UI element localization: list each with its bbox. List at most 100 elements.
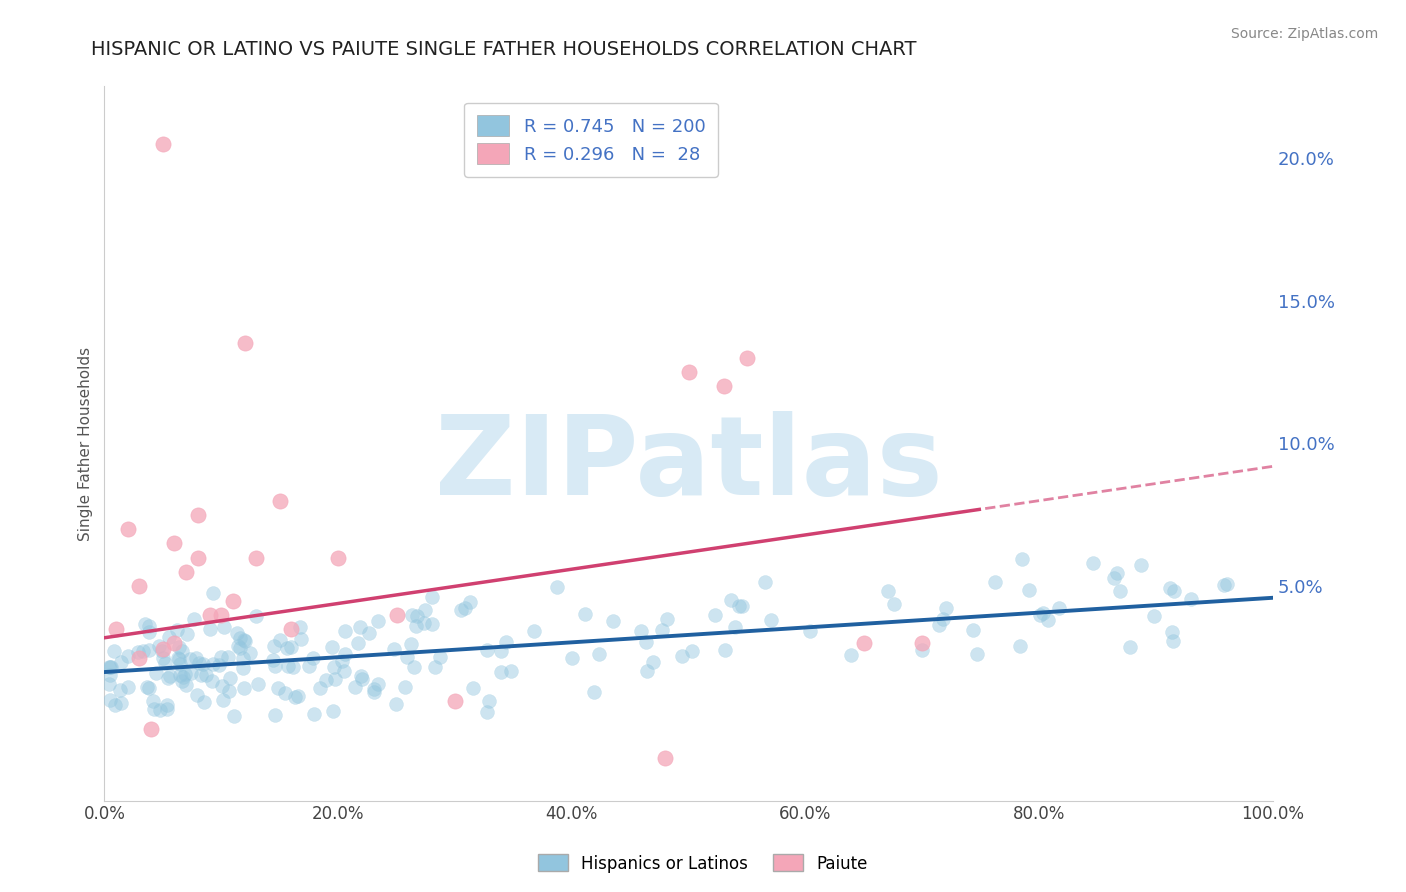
Point bbox=[149, 703, 172, 717]
Point bbox=[367, 614, 389, 628]
Point bbox=[501, 665, 523, 679]
Point bbox=[263, 639, 285, 653]
Point bbox=[928, 618, 950, 632]
Point bbox=[461, 681, 484, 696]
Point bbox=[155, 698, 177, 713]
Point bbox=[478, 694, 501, 708]
Point bbox=[183, 612, 205, 626]
Point bbox=[413, 616, 436, 631]
Point bbox=[630, 624, 652, 639]
Point bbox=[302, 651, 325, 665]
Point bbox=[290, 620, 312, 634]
Point bbox=[643, 655, 665, 669]
Point bbox=[226, 626, 249, 640]
Point bbox=[588, 647, 610, 661]
Point bbox=[406, 609, 429, 624]
Point bbox=[188, 657, 211, 671]
Point bbox=[728, 599, 751, 614]
Point bbox=[852, 636, 875, 650]
Point bbox=[984, 574, 1007, 589]
Point bbox=[208, 658, 231, 673]
Point bbox=[172, 670, 194, 684]
Point bbox=[209, 607, 232, 622]
Point bbox=[363, 681, 385, 696]
Point bbox=[180, 666, 202, 681]
Point bbox=[966, 648, 988, 662]
Point bbox=[176, 627, 198, 641]
Point bbox=[394, 680, 416, 694]
Point bbox=[98, 693, 121, 707]
Point bbox=[127, 645, 149, 659]
Point bbox=[131, 644, 153, 658]
Point bbox=[98, 660, 121, 674]
Point bbox=[1161, 624, 1184, 639]
Point bbox=[110, 655, 132, 669]
Point bbox=[214, 620, 236, 634]
Point bbox=[582, 685, 605, 699]
Point bbox=[209, 650, 232, 665]
Point bbox=[198, 622, 221, 636]
Point bbox=[145, 666, 167, 681]
Point bbox=[475, 643, 498, 657]
Point bbox=[232, 661, 254, 675]
Point bbox=[429, 650, 451, 665]
Point bbox=[136, 680, 159, 694]
Point bbox=[103, 698, 125, 712]
Point bbox=[233, 336, 256, 351]
Point bbox=[367, 677, 389, 691]
Point bbox=[191, 657, 214, 671]
Point bbox=[98, 677, 121, 691]
Point bbox=[142, 694, 165, 708]
Point bbox=[401, 608, 423, 623]
Point bbox=[284, 690, 307, 704]
Point bbox=[110, 696, 132, 710]
Point bbox=[117, 522, 139, 536]
Point bbox=[229, 631, 252, 645]
Point bbox=[186, 689, 208, 703]
Point bbox=[166, 650, 188, 665]
Point bbox=[799, 624, 821, 638]
Y-axis label: Single Father Households: Single Father Households bbox=[79, 346, 93, 541]
Point bbox=[343, 680, 366, 694]
Point bbox=[105, 622, 128, 636]
Point bbox=[839, 648, 862, 662]
Point bbox=[138, 624, 160, 639]
Point bbox=[671, 648, 693, 663]
Point bbox=[159, 669, 181, 683]
Point bbox=[169, 657, 191, 671]
Point bbox=[654, 751, 676, 765]
Point bbox=[148, 639, 170, 653]
Point bbox=[170, 674, 193, 689]
Point bbox=[333, 624, 356, 638]
Point bbox=[287, 690, 309, 704]
Point bbox=[190, 668, 212, 682]
Legend: Hispanics or Latinos, Paiute: Hispanics or Latinos, Paiute bbox=[531, 847, 875, 880]
Point bbox=[139, 722, 162, 736]
Point bbox=[169, 668, 191, 682]
Point bbox=[1010, 639, 1032, 653]
Point bbox=[187, 550, 209, 565]
Point bbox=[217, 649, 239, 664]
Point bbox=[280, 622, 302, 636]
Point bbox=[883, 597, 905, 611]
Point bbox=[931, 612, 953, 626]
Point bbox=[153, 656, 176, 670]
Point bbox=[315, 673, 337, 688]
Point bbox=[346, 636, 368, 650]
Point bbox=[152, 651, 174, 665]
Point bbox=[134, 616, 156, 631]
Point bbox=[962, 623, 984, 637]
Point bbox=[561, 651, 583, 665]
Point bbox=[98, 668, 121, 682]
Point bbox=[395, 649, 418, 664]
Point bbox=[269, 493, 291, 508]
Point bbox=[720, 593, 742, 607]
Point bbox=[245, 550, 267, 565]
Point bbox=[333, 647, 356, 661]
Point bbox=[195, 667, 218, 681]
Point bbox=[326, 550, 349, 565]
Point bbox=[1038, 613, 1060, 627]
Point bbox=[877, 584, 900, 599]
Point bbox=[1180, 591, 1202, 606]
Point bbox=[413, 603, 436, 617]
